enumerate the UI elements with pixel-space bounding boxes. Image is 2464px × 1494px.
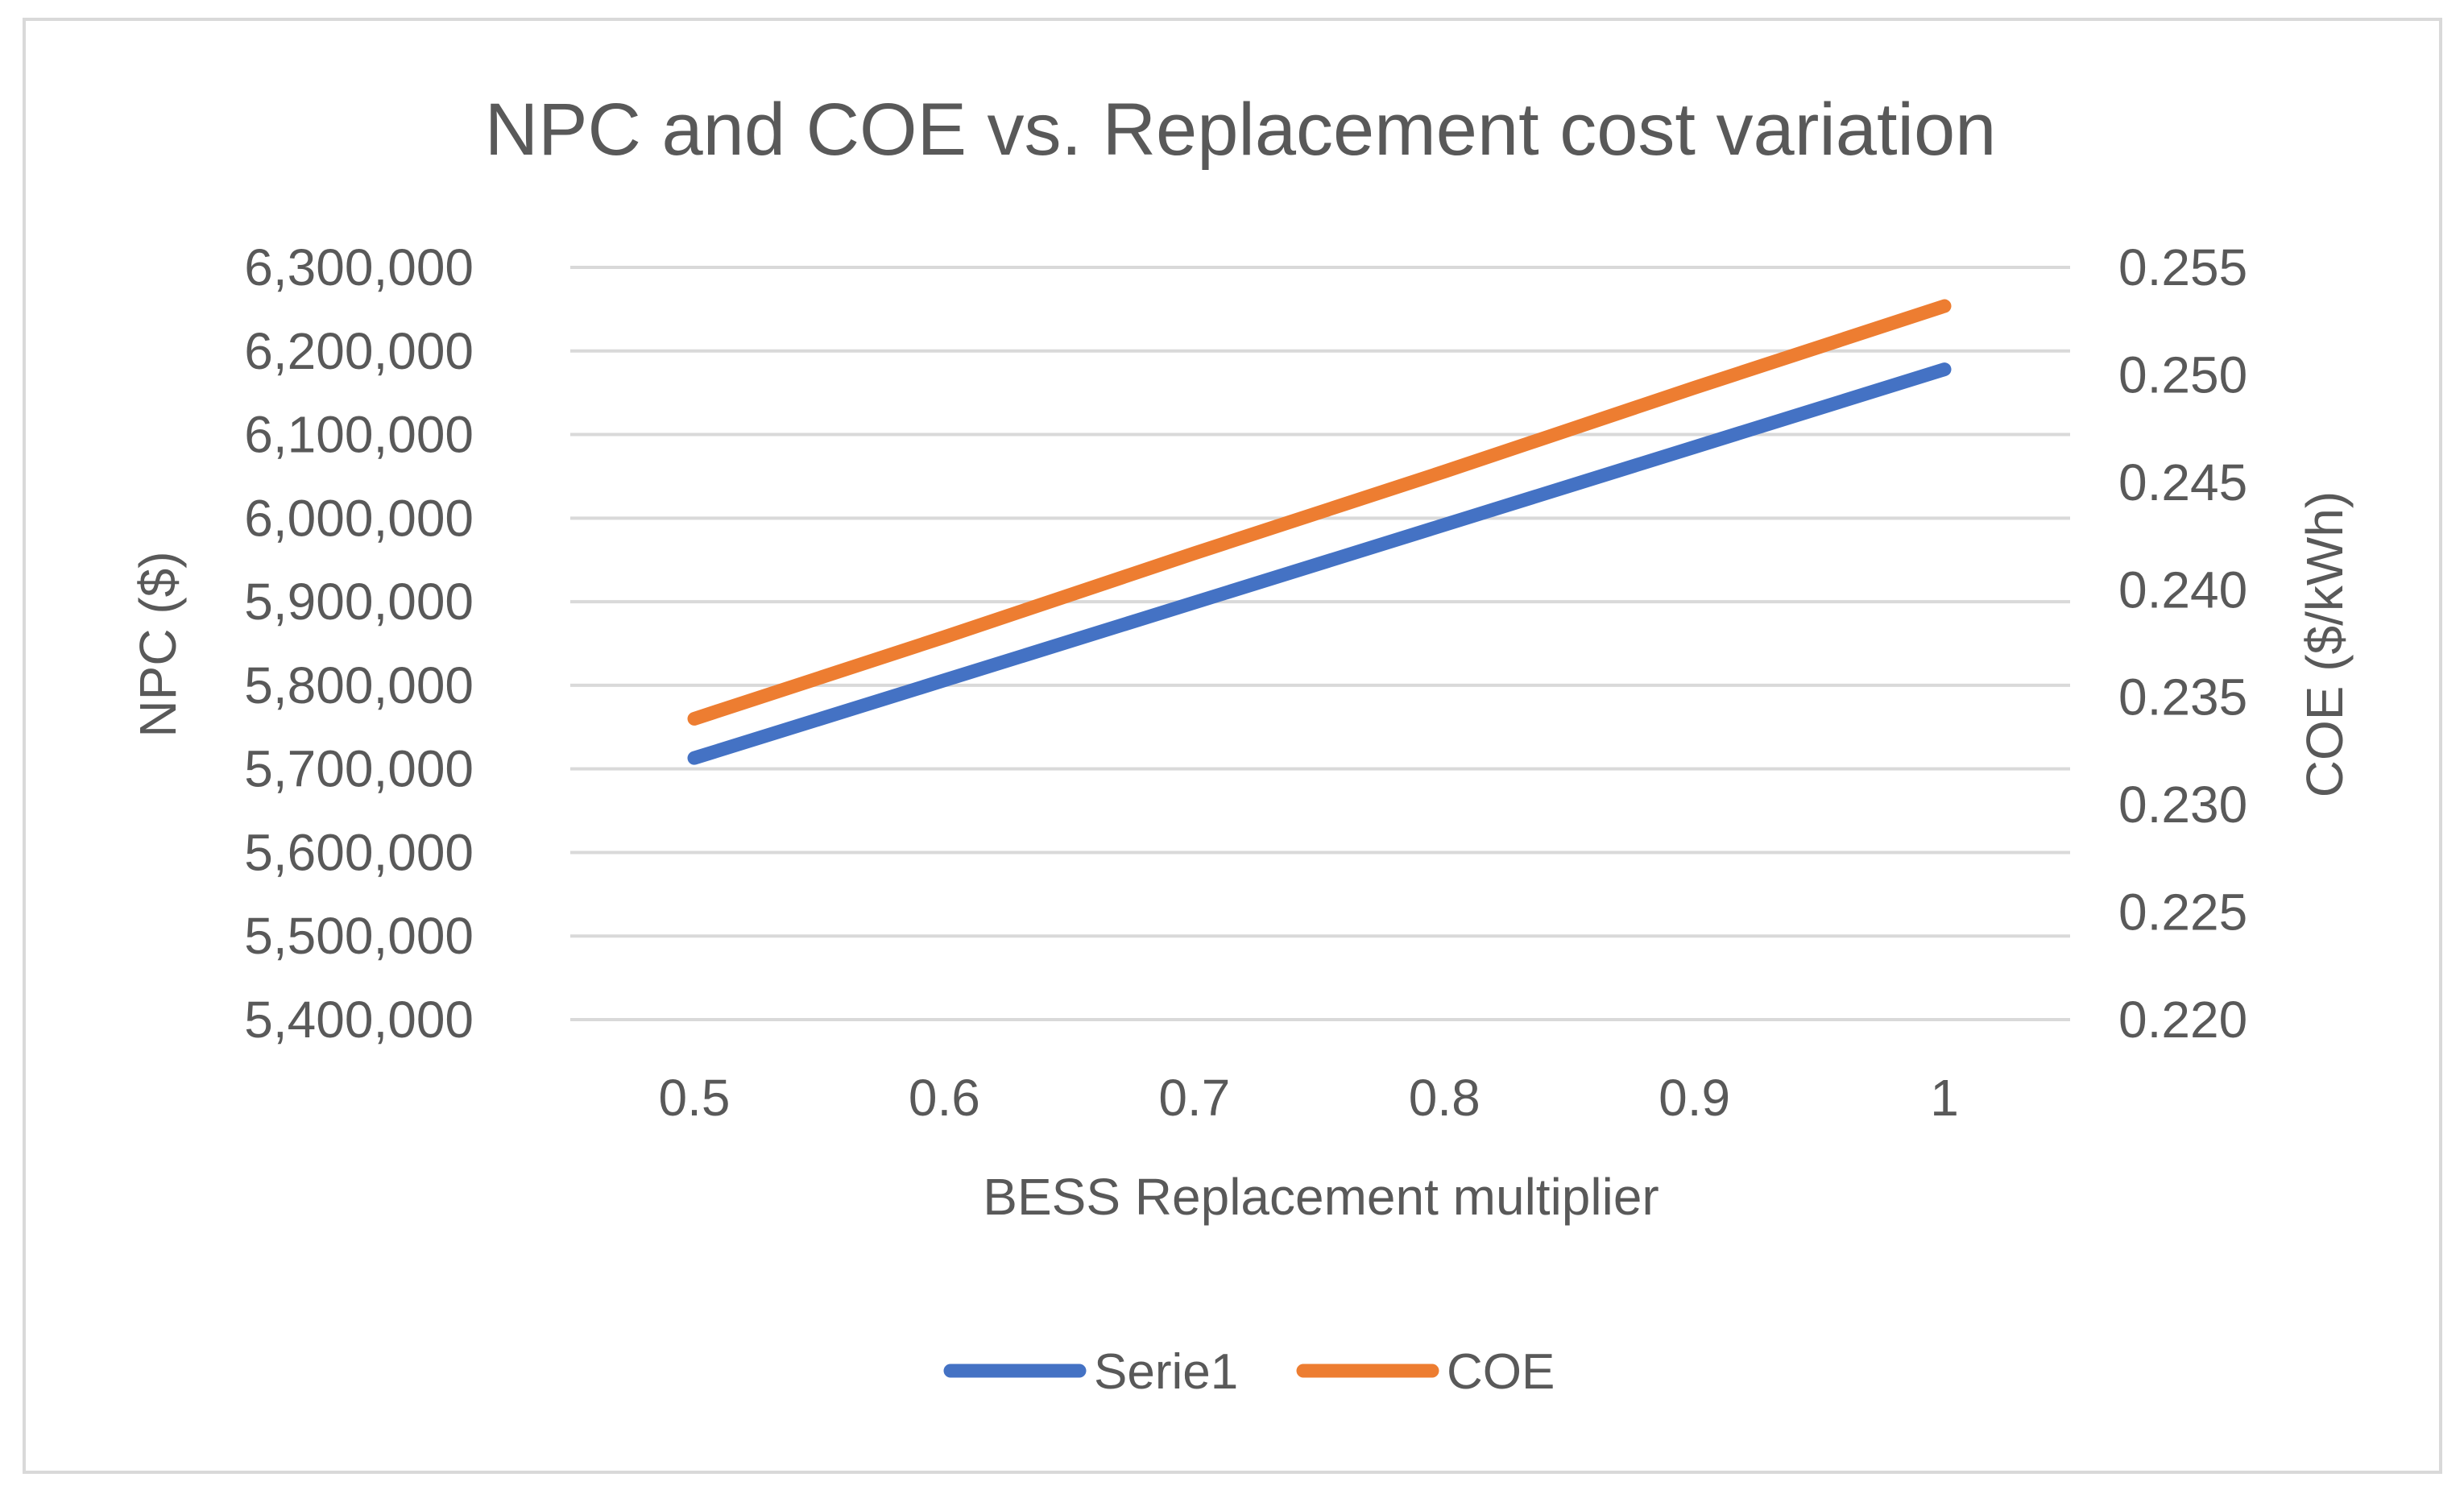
y-axis-left-ticks: 6,300,000 6,200,000 6,100,000 6,000,000 5,90… xyxy=(244,238,474,1049)
y-tick-label: 6,100,000 xyxy=(244,406,474,464)
y-tick-label: 6,300,000 xyxy=(244,238,474,296)
y-tick-label: 5,600,000 xyxy=(244,823,474,881)
y2-tick-label: 0.240 xyxy=(2118,561,2247,619)
x-tick-label: 0.7 xyxy=(1158,1069,1230,1127)
y-axis-right-ticks: 0.255 0.250 0.245 0.240 0.235 0.230 0.225 0.220 xyxy=(2118,238,2247,1049)
legend-label-coe: COE xyxy=(1447,1344,1555,1400)
y-axis-right-title: COE ($/kWh) xyxy=(2296,491,2354,797)
x-tick-label: 0.6 xyxy=(909,1069,980,1127)
gridlines xyxy=(570,266,2070,1021)
y2-tick-label: 0.230 xyxy=(2118,776,2247,834)
series-line-serie1 xyxy=(687,362,1952,765)
chart-frame xyxy=(23,18,2442,1474)
y-tick-label: 5,900,000 xyxy=(244,573,474,631)
x-tick-label: 0.8 xyxy=(1409,1069,1480,1127)
x-tick-label: 0.5 xyxy=(659,1069,731,1127)
y2-tick-label: 0.250 xyxy=(2118,346,2247,404)
chart-title: NPC and COE vs. Replacement cost variati… xyxy=(485,89,1997,171)
y-tick-label: 6,200,000 xyxy=(244,322,474,380)
legend: Serie1 COE xyxy=(943,1344,1555,1400)
y-tick-label: 5,500,000 xyxy=(244,907,474,965)
series-lines xyxy=(687,299,1952,765)
x-tick-label: 1 xyxy=(1930,1069,1959,1127)
y-axis-left-title: NPC ($) xyxy=(129,551,187,737)
y-tick-label: 5,700,000 xyxy=(244,740,474,798)
x-axis-title: BESS Replacement multiplier xyxy=(983,1168,1659,1226)
y-tick-label: 5,800,000 xyxy=(244,656,474,714)
y-tick-label: 6,000,000 xyxy=(244,489,474,547)
y2-tick-label: 0.220 xyxy=(2118,991,2247,1049)
y2-tick-label: 0.255 xyxy=(2118,238,2247,296)
series-line-coe xyxy=(687,299,1952,726)
legend-label-serie1: Serie1 xyxy=(1094,1344,1238,1400)
y-tick-label: 5,400,000 xyxy=(244,991,474,1049)
y2-tick-label: 0.235 xyxy=(2118,668,2247,726)
y2-tick-label: 0.225 xyxy=(2118,884,2247,942)
x-tick-label: 0.9 xyxy=(1659,1069,1730,1127)
x-axis-ticks: 0.5 0.6 0.7 0.8 0.9 1 xyxy=(659,1069,1959,1127)
y2-tick-label: 0.245 xyxy=(2118,453,2247,511)
